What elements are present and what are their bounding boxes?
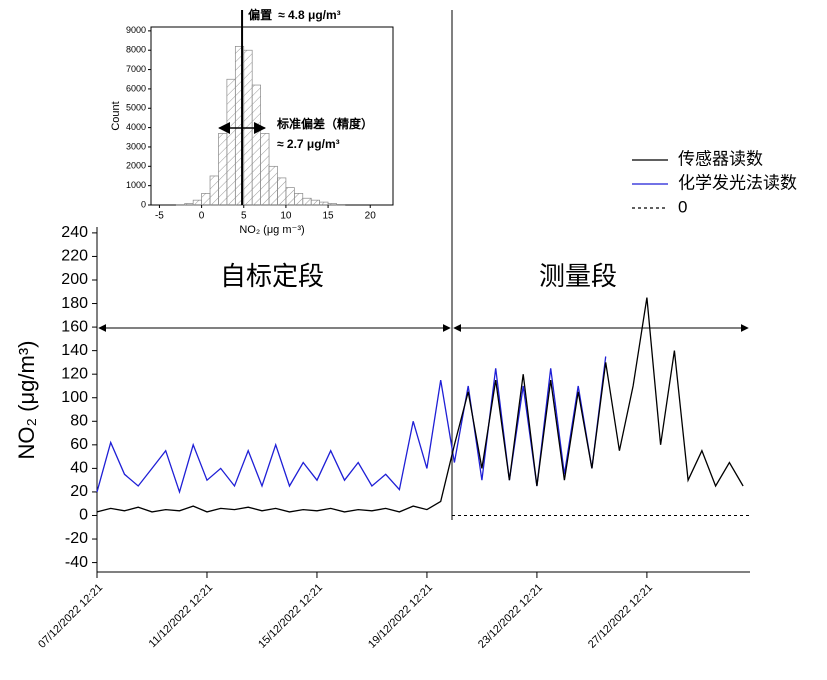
calibration-label: 自标定段 [220, 261, 324, 291]
histogram-bar [319, 201, 329, 206]
histogram-bar [251, 84, 261, 206]
inset-y-title: Count [110, 101, 122, 130]
y-tick-label: 200 [61, 271, 88, 288]
inset-x-tick-label: 20 [365, 211, 377, 222]
inset-y-tick-label: 4000 [126, 122, 146, 132]
histogram-bar [184, 203, 194, 206]
legend-label: 0 [678, 197, 687, 216]
legend-label: 传感器读数 [678, 149, 763, 168]
inset-y-tick-label: 8000 [126, 45, 146, 55]
std-label: 标准偏差（精度） [276, 116, 373, 131]
x-tick-label: 23/12/2022 12:21 [476, 582, 545, 651]
histogram-bar [277, 177, 287, 206]
histogram-bar [209, 175, 219, 206]
inset-x-tick-label: -5 [155, 211, 164, 222]
series-line [96, 356, 607, 495]
legend-label: 化学发光法读数 [678, 173, 797, 192]
histogram-bar [336, 204, 346, 206]
y-tick-label: -20 [65, 530, 88, 547]
histogram-bar [218, 133, 228, 206]
histogram-bar [268, 165, 278, 206]
y-tick-label: 120 [61, 365, 88, 382]
bias-value-label: ≈ 4.8 μg/m³ [278, 8, 341, 22]
x-tick-label: 07/12/2022 12:21 [36, 582, 105, 651]
series-line [96, 297, 744, 513]
x-tick-label: 19/12/2022 12:21 [366, 582, 435, 651]
inset-x-tick-label: 10 [280, 211, 292, 222]
histogram-bar [293, 193, 304, 206]
inset-y-tick-label: 2000 [126, 161, 146, 171]
histogram-bar [310, 199, 320, 206]
y-tick-label: 60 [70, 436, 88, 453]
x-tick-label: 11/12/2022 12:21 [147, 582, 215, 650]
y-tick-label: 20 [70, 483, 88, 500]
y-tick-label: 220 [61, 248, 88, 265]
x-tick-label: 15/12/2022 12:21 [256, 582, 325, 651]
histogram-bar [302, 197, 312, 206]
std-value-label: ≈ 2.7 μg/m³ [277, 137, 340, 151]
y-tick-label: 0 [79, 507, 88, 524]
bias-label: 偏置 [248, 7, 272, 22]
inset-x-tick-label: 15 [323, 211, 335, 222]
inset-x-tick-label: 5 [241, 211, 247, 222]
y-tick-label: 160 [61, 318, 88, 335]
inset-y-tick-label: 6000 [126, 83, 146, 93]
y-tick-label: 80 [70, 413, 88, 430]
inset-y-tick-label: 7000 [126, 64, 146, 74]
y-axis-title: NO₂ (μg/m³) [14, 341, 39, 460]
inset-y-tick-label: 9000 [126, 25, 146, 35]
x-tick-label: 27/12/2022 12:21 [586, 582, 655, 651]
inset-y-tick-label: 5000 [126, 103, 146, 113]
histogram-bar [327, 203, 337, 206]
histogram-bar [201, 193, 211, 206]
measurement-label: 测量段 [539, 261, 617, 291]
y-tick-label: 140 [61, 342, 88, 359]
histogram-bar [285, 187, 295, 206]
y-tick-label: 100 [61, 389, 88, 406]
y-tick-label: 180 [61, 295, 88, 312]
inset-y-tick-label: 1000 [126, 180, 146, 190]
inset-x-tick-label: 0 [199, 211, 205, 222]
histogram-bar [192, 199, 202, 206]
inset-y-tick-label: 3000 [126, 141, 146, 151]
y-tick-label: 240 [61, 224, 88, 241]
y-tick-label: 40 [70, 460, 88, 477]
histogram-bar [260, 133, 270, 206]
inset-y-tick-label: 0 [141, 199, 146, 209]
inset-x-title: NO₂ (μg m⁻³) [239, 224, 304, 236]
histogram-bar [226, 78, 236, 206]
y-tick-label: -40 [65, 554, 88, 571]
